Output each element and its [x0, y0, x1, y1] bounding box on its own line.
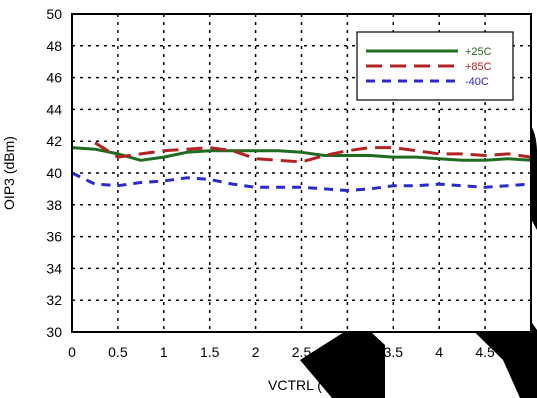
y-tick-label: 36: [46, 229, 62, 245]
y-tick-label: 48: [46, 38, 62, 54]
series-line-2: [94, 141, 532, 164]
x-tick-labels: 0 0.5 1 1.5 2 2.5 3 3.5 4 4.5 5: [68, 344, 535, 360]
x-tick-label: 4: [435, 344, 443, 360]
y-tick-label: 38: [46, 197, 62, 213]
series-group: [71, 141, 532, 192]
gridlines: [72, 14, 531, 332]
y-tick-label: 42: [46, 133, 62, 149]
legend: +25C +85C -40C: [356, 31, 514, 101]
series-line-3: [71, 171, 532, 192]
legend-label-1: +25C: [465, 46, 492, 58]
y-tick-label: 50: [46, 6, 62, 22]
legend-box: [356, 31, 514, 101]
series-line-1: [71, 146, 532, 162]
x-tick-label: 0: [68, 344, 76, 360]
y-tick-label: 40: [46, 165, 62, 181]
x-tick-label: 1.5: [200, 344, 220, 360]
y-tick-label: 34: [46, 260, 62, 276]
x-tick-label: 2: [252, 344, 260, 360]
y-tick-labels: 30 32 34 36 38 40 42 44 46 48 50: [46, 6, 62, 340]
plot-frame: [71, 13, 532, 333]
y-tick-label: 30: [46, 324, 62, 340]
x-axis-label: VCTRL (V): [268, 377, 336, 393]
y-tick-label: 46: [46, 70, 62, 86]
x-tick-label: 4.5: [475, 344, 495, 360]
legend-label-2: +85C: [465, 61, 492, 73]
x-tick-label: 0.5: [108, 344, 128, 360]
x-tick-label: 1: [160, 344, 168, 360]
x-tick-label: 2.5: [292, 344, 312, 360]
x-tick-label: 5: [527, 344, 535, 360]
x-tick-label: 3.5: [384, 344, 404, 360]
y-tick-label: 32: [46, 292, 62, 308]
y-tick-label: 44: [46, 101, 62, 117]
x-tick-label: 3: [344, 344, 352, 360]
legend-label-3: -40C: [465, 76, 489, 88]
y-axis-label: OIP3 (dBm): [1, 136, 17, 210]
